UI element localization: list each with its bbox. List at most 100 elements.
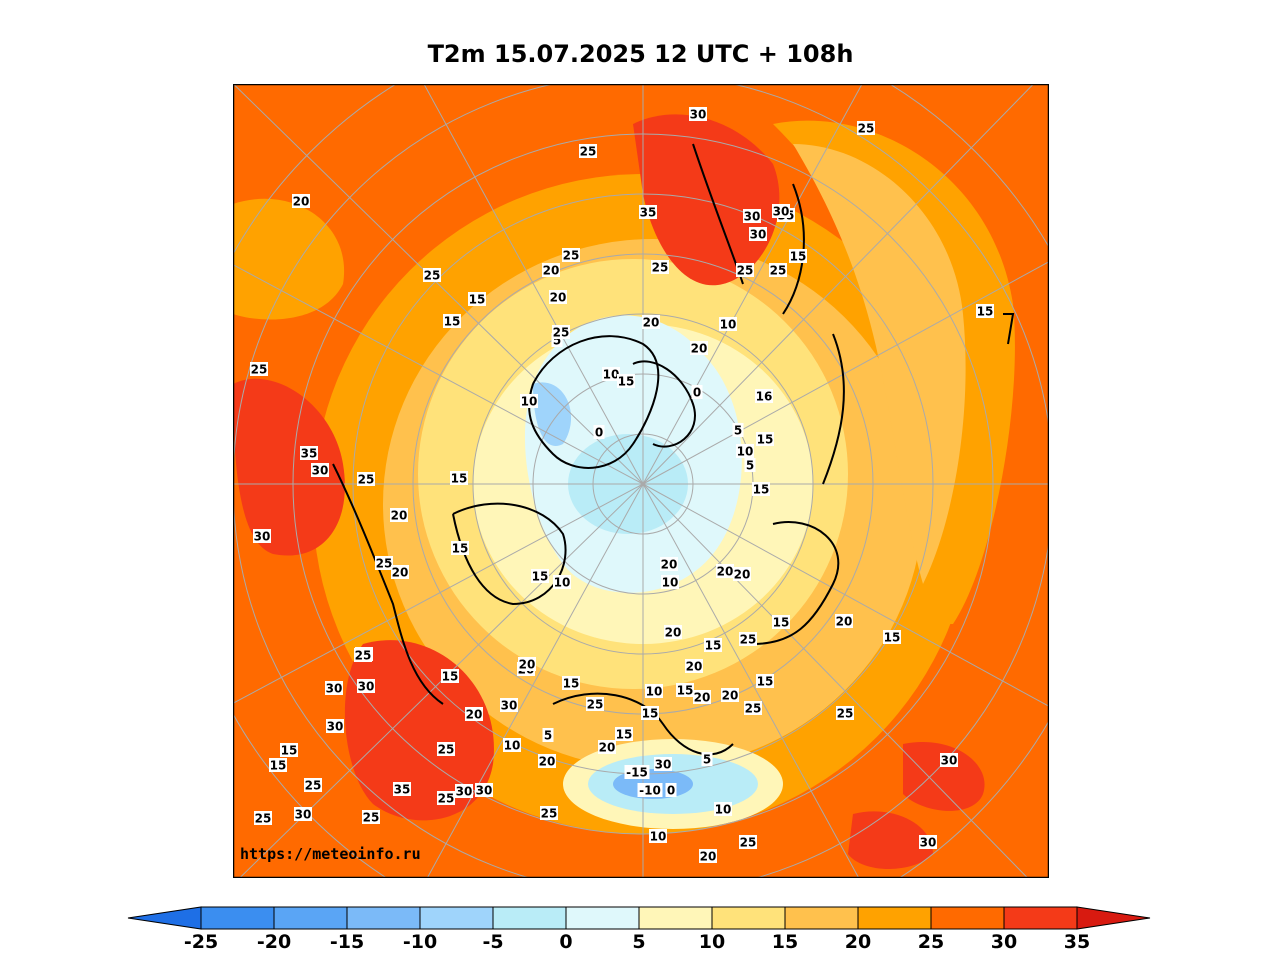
contour-label-bg <box>704 638 722 652</box>
contour-label: 20 <box>734 568 751 582</box>
contour-label-bg <box>732 423 744 437</box>
colorbar-tick-label: -25 <box>183 931 219 953</box>
contour-label: 15 <box>618 375 635 389</box>
graticule <box>233 84 1049 878</box>
contour-label: 15 <box>790 250 807 264</box>
contour-label-bg <box>586 697 604 711</box>
contour-label: 30 <box>326 682 343 696</box>
contour-label: 20 <box>661 558 678 572</box>
contour-label-bg <box>649 829 667 843</box>
contour-label: 20 <box>543 264 560 278</box>
contour-label-bg <box>836 706 854 720</box>
contour-label-bg <box>551 333 563 347</box>
contour-label-bg <box>857 121 875 135</box>
contour-label-bg <box>716 564 734 578</box>
contour-label-bg <box>362 810 380 824</box>
contour-label-bg <box>701 752 713 766</box>
contour-label-bg <box>326 719 344 733</box>
contour-label: 10 <box>650 830 667 844</box>
contour-label-bg <box>772 615 790 629</box>
contour-label-bg <box>598 740 616 754</box>
contour-label: 15 <box>281 744 298 758</box>
contour-label: 25 <box>438 743 455 757</box>
contour-label: 15 <box>977 305 994 319</box>
contour-label-bg <box>562 676 580 690</box>
contour-label: 15 <box>642 707 659 721</box>
contour-label-bg <box>883 630 901 644</box>
contour-label-bg <box>769 263 787 277</box>
contour-label-bg <box>254 811 272 825</box>
contour-label-bg <box>743 209 761 223</box>
contour-label-bg <box>699 849 717 863</box>
contour-label: 20 <box>392 566 409 580</box>
contour-label: 25 <box>255 812 272 826</box>
contour-label-bg <box>552 325 570 339</box>
contour-label-bg <box>744 458 756 472</box>
contour-label: 25 <box>438 792 455 806</box>
colorbar-tick-label: 5 <box>632 931 646 953</box>
contour-label-bg <box>665 783 677 797</box>
contour-label: 0 <box>595 426 603 440</box>
contour-label: 25 <box>652 261 669 275</box>
contour-label-bg <box>617 374 635 388</box>
contour-label-bg <box>292 194 310 208</box>
contour-label-bg <box>562 248 580 262</box>
colorbar-tick-label: -10 <box>402 931 438 953</box>
contour-label-bg <box>250 362 268 376</box>
contour-label: 5 <box>553 334 561 348</box>
hot-region-north <box>633 114 780 286</box>
contour-label: 15 <box>532 570 549 584</box>
contour-label-bg <box>691 385 703 399</box>
contour-label-bg <box>645 684 663 698</box>
contour-label: 25 <box>737 264 754 278</box>
contour-label: 30 <box>773 205 790 219</box>
contour-label-bg <box>437 742 455 756</box>
contour-label: 25 <box>740 836 757 850</box>
contour-label: 25 <box>858 122 875 136</box>
contour-label-bg <box>443 314 461 328</box>
contour-label-bg <box>437 791 455 805</box>
colorbar-segment <box>784 906 859 930</box>
contour-label: 35 <box>394 783 411 797</box>
contour-label-bg <box>357 472 375 486</box>
contour-label-bg <box>654 757 672 771</box>
colorbar-segment <box>346 906 421 930</box>
contour-label-bg <box>503 738 521 752</box>
contour-label: 20 <box>686 660 703 674</box>
contour-label-bg <box>733 567 751 581</box>
contour-label-bg <box>637 783 663 797</box>
contour-label-bg <box>676 683 694 697</box>
warm-region-northeast <box>773 120 1015 624</box>
colorbar-segment <box>273 906 348 930</box>
contour-label-bg <box>756 432 774 446</box>
contour-label-bg <box>311 463 329 477</box>
contour-label-bg <box>736 263 754 277</box>
contour-label: 30 <box>312 464 329 478</box>
contour-label-bg <box>294 807 312 821</box>
contour-label-bg <box>253 529 271 543</box>
contour-label: 15 <box>757 675 774 689</box>
contour-label: 25 <box>424 269 441 283</box>
contour-label: 30 <box>456 785 473 799</box>
contour-label-bg <box>553 575 571 589</box>
contour-label-bg <box>739 835 757 849</box>
contour-label-bg <box>325 681 343 695</box>
contour-label-bg <box>651 260 669 274</box>
colorbar <box>120 900 1160 940</box>
contour-label: 15 <box>705 639 722 653</box>
credit-text: https://meteoinfo.ru <box>240 845 421 863</box>
warm-region-northwest <box>233 198 345 320</box>
contour-label-bg <box>660 557 678 571</box>
contour-label: 20 <box>391 509 408 523</box>
contour-label: 15 <box>773 616 790 630</box>
contour-label: 20 <box>539 755 556 769</box>
contour-label: 30 <box>358 680 375 694</box>
colorbar-segment <box>200 906 275 930</box>
contour-label: 30 <box>501 699 518 713</box>
hot-region-west <box>233 378 345 556</box>
contour-labels: 3025252035303530302525152525252015201510… <box>250 107 994 864</box>
contour-label-bg <box>789 249 807 263</box>
colorbar-segment <box>1003 906 1078 930</box>
contour-label: 10 <box>554 576 571 590</box>
contour-label: 30 <box>690 108 707 122</box>
